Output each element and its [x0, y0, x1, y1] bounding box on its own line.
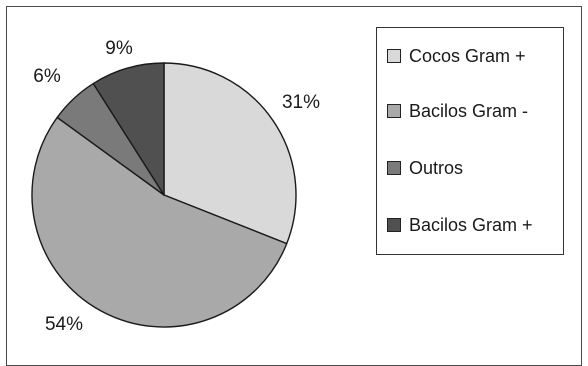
- legend-label: Outros: [409, 157, 464, 178]
- pie-value-labels: 31% 54% 6% 9%: [33, 38, 320, 335]
- legend: Cocos Gram + Bacilos Gram - Outros Bacil…: [376, 27, 564, 255]
- legend-item-bacilos-gram-pos: Bacilos Gram +: [387, 214, 533, 236]
- pie-slice-cocos-gram-pos: [163, 62, 297, 245]
- legend-swatch: [387, 161, 401, 175]
- legend-swatch: [387, 49, 401, 63]
- legend-swatch: [387, 104, 401, 118]
- pie-slices: [31, 62, 297, 328]
- legend-label: Bacilos Gram -: [409, 100, 529, 121]
- pie-slice-bacilos-gram-pos: [92, 62, 165, 196]
- legend-item-bacilos-gram-neg: Bacilos Gram -: [387, 100, 528, 122]
- legend-item-outros: Outros: [387, 157, 463, 179]
- legend-label: Cocos Gram +: [409, 45, 526, 66]
- legend-label: Bacilos Gram +: [409, 214, 533, 235]
- pie-slice-bacilos-gram-neg: [31, 116, 288, 328]
- legend-swatch: [387, 218, 401, 232]
- legend-item-cocos-gram-pos: Cocos Gram +: [387, 45, 526, 67]
- pie-value-label: 9%: [105, 38, 133, 59]
- pie-value-label: 31%: [282, 92, 320, 113]
- pie-value-label: 6%: [33, 66, 61, 87]
- pie-chart: 31% 54% 6% 9%: [31, 38, 320, 335]
- pie-value-label: 54%: [45, 314, 83, 335]
